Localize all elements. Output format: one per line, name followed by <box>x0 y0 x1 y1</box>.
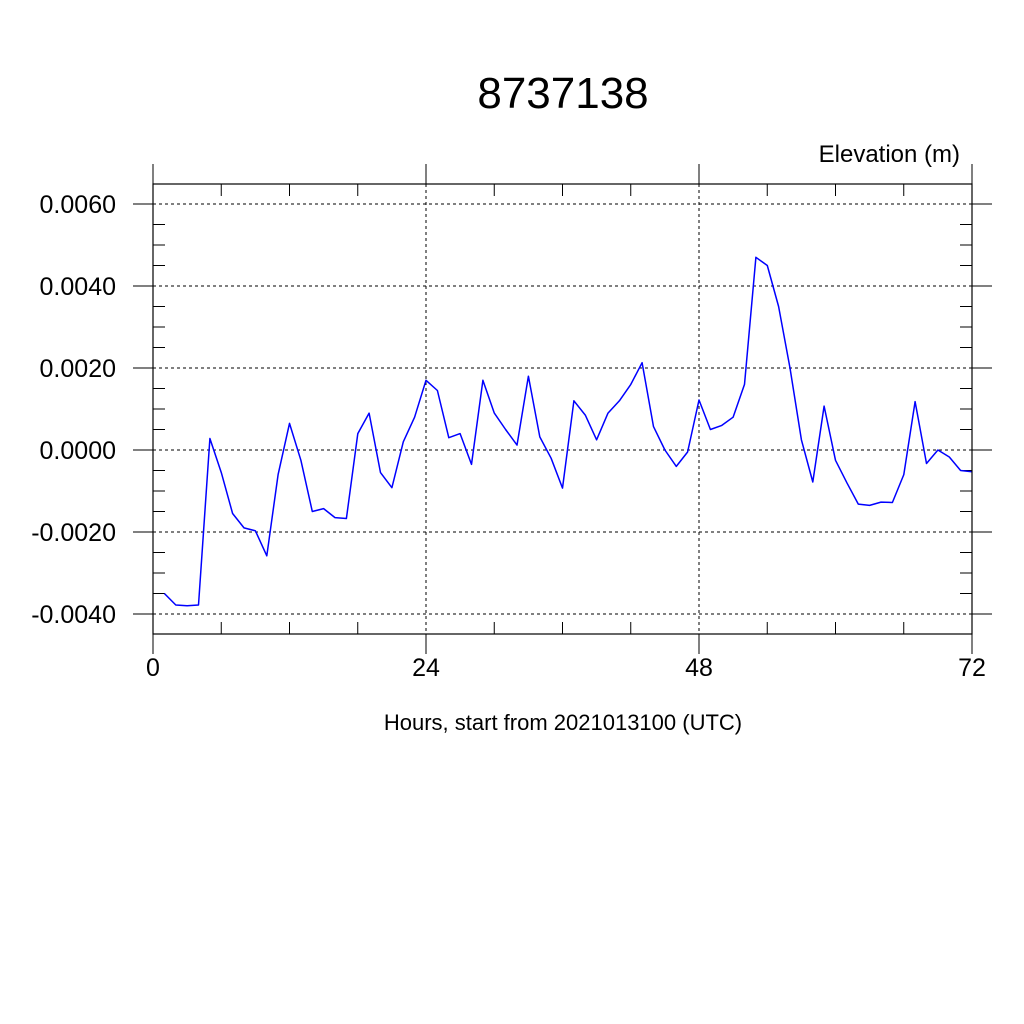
x-tick-label-3: 72 <box>958 654 986 682</box>
y-tick-label-1: -0.0020 <box>31 519 116 547</box>
y-tick-label-4: 0.0040 <box>40 273 116 301</box>
data-series <box>163 256 973 607</box>
y-tick-label-2: 0.0000 <box>40 437 116 465</box>
y-tick-label-5: 0.0060 <box>40 191 116 219</box>
unit-label: Elevation (m) <box>819 141 960 168</box>
y-tick-labels: -0.0040 -0.0020 0.0000 0.0020 0.0040 0.0060 <box>31 191 116 629</box>
chart-title: 8737138 <box>477 69 648 118</box>
y-tick-label-3: 0.0020 <box>40 355 116 383</box>
grid-lines <box>153 184 972 634</box>
tick-marks <box>133 164 992 654</box>
series-line-0 <box>163 256 973 607</box>
x-tick-label-1: 24 <box>412 654 440 682</box>
x-axis-label: Hours, start from 2021013100 (UTC) <box>384 710 742 735</box>
y-tick-label-0: -0.0040 <box>31 601 116 629</box>
plot-frame <box>152 183 973 635</box>
x-tick-label-2: 48 <box>685 654 713 682</box>
x-tick-labels: 0 24 48 72 <box>146 654 986 682</box>
x-tick-label-0: 0 <box>146 654 160 682</box>
